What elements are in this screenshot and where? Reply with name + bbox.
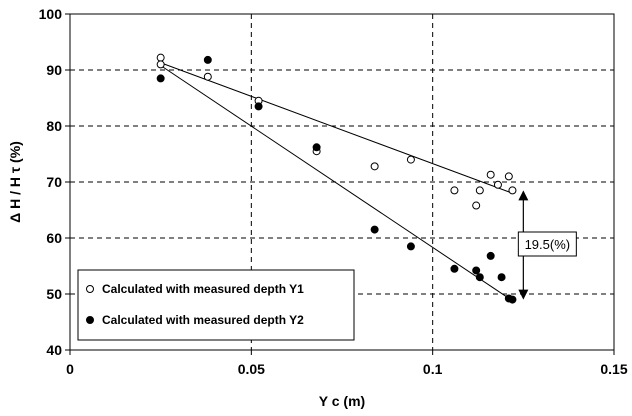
y-tick-label: 100 xyxy=(39,6,63,22)
y-axis-title: Δ H / H τ (%) xyxy=(7,141,23,223)
annotation-label: 19.5(%) xyxy=(525,237,571,252)
point-series-2 xyxy=(203,55,212,64)
point-series-1 xyxy=(156,60,165,69)
point-series-2 xyxy=(508,295,517,304)
x-axis-title: Y c (m) xyxy=(319,393,365,409)
point-series-1 xyxy=(504,172,513,181)
x-tick-label: 0.1 xyxy=(423,361,443,377)
point-series-1 xyxy=(486,170,495,179)
trend-line-1 xyxy=(160,62,513,194)
point-series-2 xyxy=(472,266,481,275)
y-tick-label: 90 xyxy=(46,62,62,78)
point-series-1 xyxy=(508,186,517,195)
point-series-2 xyxy=(486,251,495,260)
point-series-2 xyxy=(406,242,415,251)
point-series-1 xyxy=(450,186,459,195)
point-series-2 xyxy=(254,102,263,111)
point-series-1 xyxy=(156,53,165,62)
y-tick-label: 70 xyxy=(46,174,62,190)
annotation-box xyxy=(517,231,577,257)
point-series-1 xyxy=(370,162,379,171)
legend-marker-2 xyxy=(86,316,94,324)
x-tick-label: 0.15 xyxy=(600,361,627,377)
legend-marker-1 xyxy=(86,285,94,293)
point-series-1 xyxy=(472,201,481,210)
plot-frame xyxy=(69,13,615,351)
data-points xyxy=(156,53,517,304)
point-series-2 xyxy=(450,264,459,273)
point-series-2 xyxy=(370,225,379,234)
annotation-arrow-head-down xyxy=(518,289,529,300)
point-series-2 xyxy=(475,273,484,282)
point-series-1 xyxy=(406,155,415,164)
point-series-2 xyxy=(156,74,165,83)
y-tick-label: 50 xyxy=(46,286,62,302)
point-series-1 xyxy=(493,180,502,189)
legend-label-1: Calculated with measured depth Y1 xyxy=(102,282,304,296)
point-series-2 xyxy=(312,143,321,152)
x-tick-label: 0.05 xyxy=(238,361,265,377)
annotation-arrow-head-up xyxy=(518,190,529,201)
point-series-1 xyxy=(203,72,212,81)
legend-box xyxy=(77,269,355,341)
trend-lines xyxy=(160,62,513,302)
legend: Calculated with measured depth Y1 Calcula… xyxy=(77,269,355,341)
y-tick-label: 60 xyxy=(46,230,62,246)
y-tick-label: 40 xyxy=(46,342,62,358)
tick-labels: 40 50 60 70 80 90 100 0 0.05 0.1 0.15 xyxy=(39,6,628,377)
axes xyxy=(65,13,615,355)
legend-label-2: Calculated with measured depth Y2 xyxy=(102,313,304,327)
difference-annotation: 19.5(%) xyxy=(517,190,577,300)
x-tick-label: 0 xyxy=(66,361,74,377)
point-series-2 xyxy=(497,273,506,282)
trend-line-2 xyxy=(160,65,513,302)
y-tick-label: 80 xyxy=(46,118,62,134)
point-series-1 xyxy=(475,186,484,195)
